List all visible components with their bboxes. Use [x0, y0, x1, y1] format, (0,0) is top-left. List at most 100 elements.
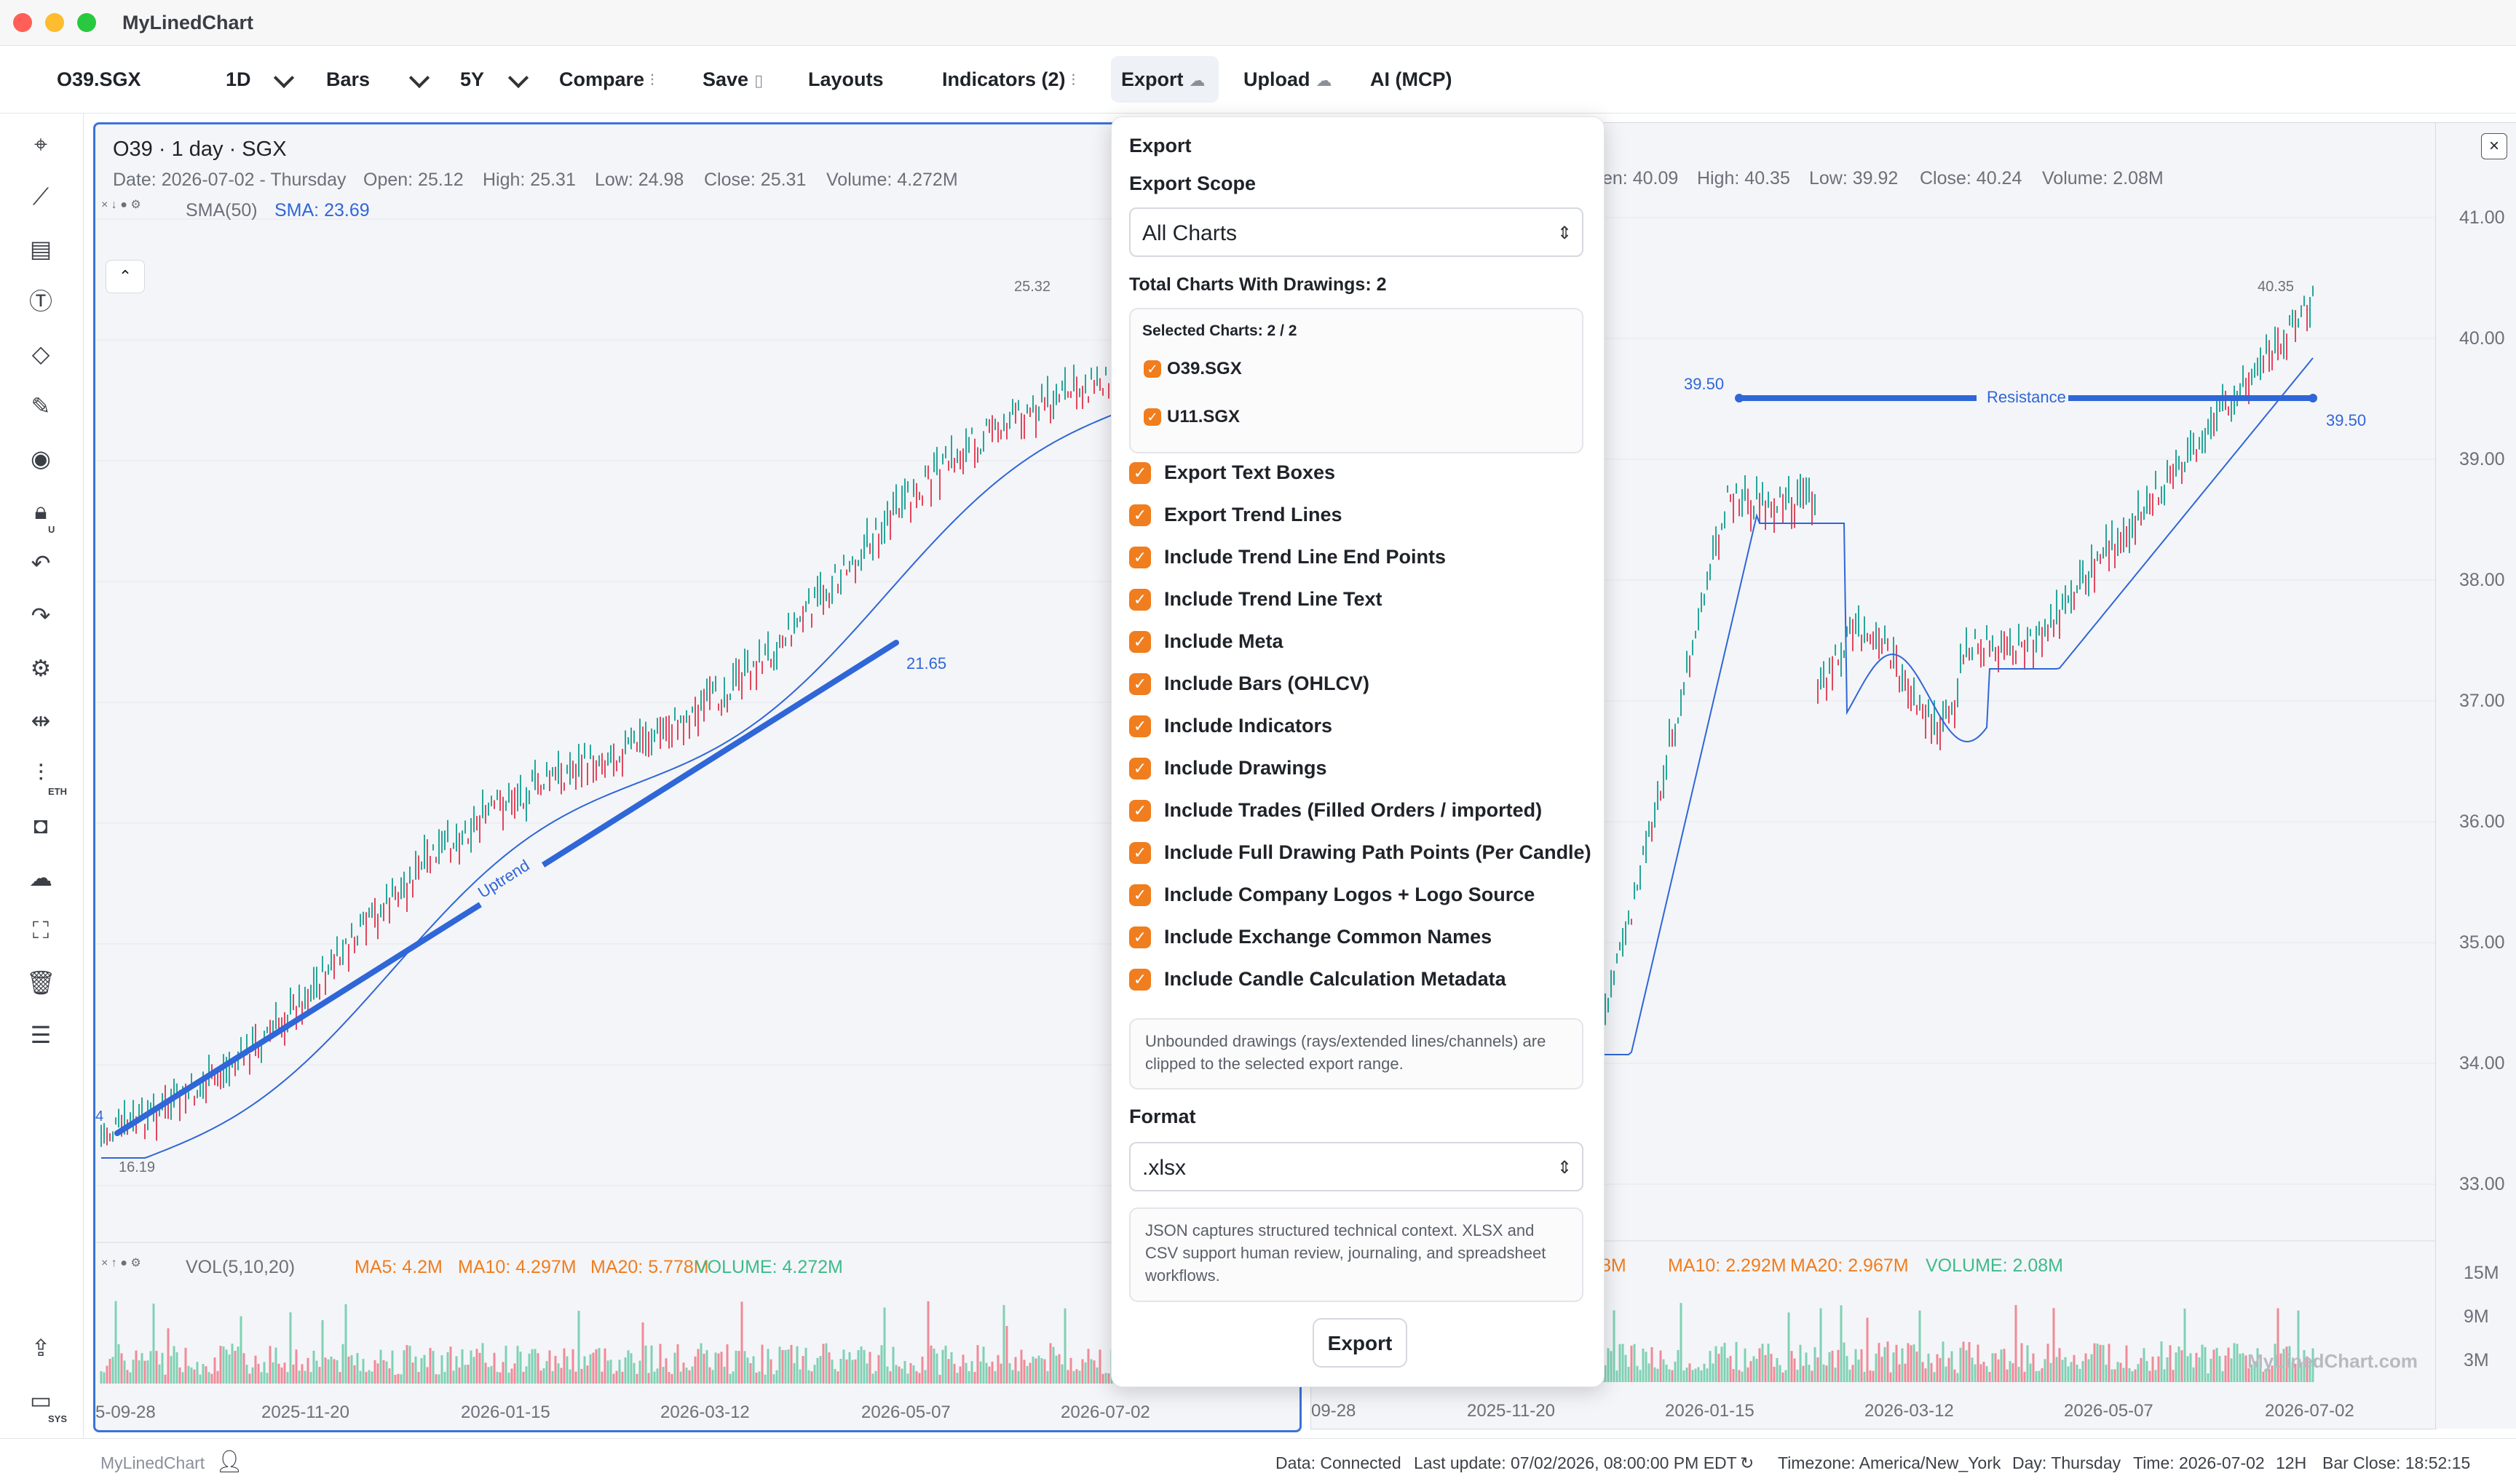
option-label: Include Full Drawing Path Points (Per Ca… — [1164, 841, 1591, 863]
document-icon: ▯ — [754, 71, 764, 90]
minimize-window-button[interactable] — [45, 13, 64, 32]
status-data: Data: Connected — [1275, 1453, 1401, 1472]
legend-controls-icon[interactable]: × ↓ ● ⚙ — [101, 199, 141, 211]
ohlc-date: Date: 2026-07-02 - Thursday — [113, 170, 347, 190]
crosshair-icon[interactable]: ⌖ — [33, 131, 48, 157]
undo-icon[interactable]: ↶ — [31, 550, 51, 576]
option-checkbox[interactable]: ✓ — [1129, 758, 1151, 779]
option-checkbox[interactable]: ✓ — [1129, 462, 1151, 484]
fullscreen-icon[interactable]: ⛶ — [32, 917, 50, 943]
option-checkbox[interactable]: ✓ — [1129, 800, 1151, 822]
sys-icon[interactable]: ▭ SYS — [26, 1386, 67, 1424]
option-label: Include Trend Line End Points — [1164, 546, 1447, 568]
clip-note-box: Unbounded drawings (rays/extended lines/… — [1129, 1018, 1583, 1090]
trash-icon[interactable]: 🗑︎ — [26, 969, 56, 996]
cloud-icon[interactable]: ☁ — [29, 865, 52, 891]
volume-controls-icon[interactable]: × ↑ ● ⚙ — [101, 1257, 141, 1269]
y-tick: 35.00 — [2459, 932, 2505, 953]
settings-icon[interactable]: ⚙ — [30, 655, 52, 681]
left-chart-canvas[interactable] — [95, 124, 1299, 1430]
export-scope-label: Export Scope — [1129, 172, 1257, 194]
collapse-legend-button[interactable]: ⌃ — [106, 260, 145, 293]
sliders-icon[interactable]: ☰ — [30, 1022, 52, 1048]
eye-icon[interactable]: ◉ — [31, 445, 51, 472]
option-checkbox[interactable]: ✓ — [1129, 842, 1151, 864]
option-checkbox[interactable]: ✓ — [1129, 715, 1151, 737]
status-day: Day: Thursday — [2012, 1453, 2121, 1472]
chevron-down-icon[interactable] — [408, 67, 430, 89]
close-window-button[interactable] — [13, 13, 32, 32]
indicator-value: SMA: 23.69 — [274, 200, 370, 221]
option-checkbox[interactable]: ✓ — [1129, 631, 1151, 653]
option-checkbox[interactable]: ✓ — [1129, 673, 1151, 695]
updown-icon: ⇕ — [1556, 223, 1572, 243]
option-checkbox[interactable]: ✓ — [1129, 926, 1151, 948]
range-selector[interactable]: 5Y — [460, 68, 485, 90]
upload-button[interactable]: Upload ☁ — [1243, 46, 1332, 113]
app-title: MyLinedChart — [122, 12, 254, 33]
y-tick: 40.00 — [2459, 328, 2505, 349]
price-axis[interactable]: × 41.00 40.00 39.00 38.00 37.00 36.00 35… — [2435, 122, 2516, 1429]
fib-icon[interactable]: ▤ — [29, 236, 52, 262]
export-action-button[interactable]: Export — [1313, 1318, 1407, 1368]
layouts-button[interactable]: Layouts — [808, 68, 884, 90]
pencil-icon[interactable]: ✎ — [31, 393, 51, 419]
option-checkbox[interactable]: ✓ — [1129, 884, 1151, 906]
save-button[interactable]: Save ▯ — [703, 46, 763, 113]
indicators-button[interactable]: Indicators (2) ⫶ — [942, 46, 1075, 113]
updown-icon: ⇕ — [1556, 1158, 1572, 1178]
symbol-selector[interactable]: O39.SGX — [57, 68, 141, 90]
eth-icon[interactable]: ⫶ ETH — [26, 758, 67, 797]
chevron-down-icon[interactable] — [273, 67, 295, 89]
trendline-icon[interactable]: ⟋ — [32, 183, 50, 210]
chart-type-selector[interactable]: Bars — [326, 68, 371, 90]
x-tick: 2026-03-12 — [660, 1402, 750, 1422]
option-checkbox[interactable]: ✓ — [1129, 589, 1151, 611]
share-icon[interactable]: ⇪ — [31, 1335, 51, 1361]
title-bar: MyLinedChart — [0, 0, 2516, 46]
format-select[interactable]: .xlsx ⇕ — [1129, 1142, 1583, 1191]
redo-icon[interactable]: ↷ — [31, 603, 51, 629]
right-chart-canvas[interactable] — [1311, 123, 2436, 1429]
indicator-name: SMA(50) — [186, 200, 258, 221]
clip-note: Unbounded drawings (rays/extended lines/… — [1145, 1032, 1546, 1073]
left-chart-panel[interactable]: O39 · 1 day · SGX Date: 2026-07-02 - Thu… — [93, 122, 1302, 1432]
status-timezone: Timezone: America/New_York — [1778, 1453, 2001, 1472]
user-icon[interactable]: 👤︎ — [215, 1450, 244, 1474]
camera-icon[interactable]: ◘ — [33, 812, 48, 838]
ohlc-volume: Volume: 4.272M — [826, 170, 958, 190]
vol-ma20: MA20: 5.778M — [590, 1257, 709, 1277]
compare-split-icon[interactable]: ⇹ — [31, 707, 51, 734]
compare-button[interactable]: Compare ⫶ — [559, 46, 654, 113]
export-heading: Export — [1129, 135, 1192, 156]
ai-mcp-button[interactable]: AI (MCP) — [1370, 68, 1452, 90]
refresh-icon[interactable]: ↻ — [1740, 1453, 1755, 1472]
chevron-down-icon[interactable] — [507, 67, 529, 89]
chart-checkbox-o39[interactable]: ✓ — [1144, 360, 1161, 378]
chart-checkbox-u11[interactable]: ✓ — [1144, 408, 1161, 426]
shapes-icon[interactable]: ◇ — [31, 341, 50, 367]
x-tick: 2026-05-07 — [861, 1402, 951, 1422]
option-checkbox[interactable]: ✓ — [1129, 969, 1151, 991]
x-tick: 2026-07-02 — [1061, 1402, 1150, 1422]
export-button[interactable]: Export ☁ — [1121, 46, 1206, 113]
export-scope-value: All Charts — [1142, 221, 1238, 245]
export-scope-select[interactable]: All Charts ⇕ — [1129, 207, 1583, 257]
option-label: Include Company Logos + Logo Source — [1164, 884, 1535, 905]
y-tick: 38.00 — [2459, 570, 2505, 590]
maximize-window-button[interactable] — [77, 13, 96, 32]
sys-label: SYS — [48, 1413, 68, 1424]
interval-selector[interactable]: 1D — [226, 68, 251, 90]
option-label: Include Drawings — [1164, 757, 1327, 779]
option-checkbox[interactable]: ✓ — [1129, 547, 1151, 568]
resistance-text[interactable]: Resistance — [1987, 388, 2066, 406]
selected-charts-box: Selected Charts: 2 / 2 ✓ O39.SGX ✓ U11.S… — [1129, 308, 1583, 453]
close-icon[interactable]: × — [2481, 133, 2507, 159]
x-tick: 2026-07-02 — [2265, 1401, 2354, 1421]
text-icon[interactable]: Ⓣ — [28, 288, 52, 314]
option-checkbox[interactable]: ✓ — [1129, 504, 1151, 526]
status-timeframe: 12H — [2276, 1453, 2307, 1472]
option-label: Include Indicators — [1164, 715, 1333, 737]
lock-icon[interactable]: 🔒︎ U — [26, 496, 55, 535]
vol-ma5: MA5: 4.2M — [355, 1257, 443, 1277]
